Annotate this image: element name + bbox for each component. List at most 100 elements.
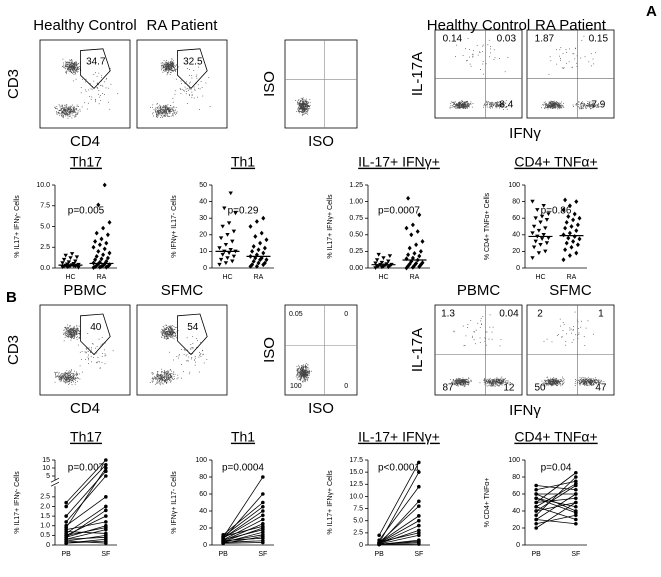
event-dot: [66, 327, 68, 329]
event-dot: [302, 371, 304, 373]
event-dot: [463, 345, 465, 347]
event-dot: [586, 381, 588, 383]
event-dot: [483, 73, 485, 75]
event-dot: [168, 330, 170, 332]
event-dot: [495, 380, 497, 382]
event-dot: [73, 108, 74, 109]
event-dot: [303, 367, 304, 369]
event-dot: [71, 337, 72, 339]
event-dot: [588, 381, 590, 383]
event-dot: [456, 105, 458, 107]
event-dot: [165, 379, 166, 380]
event-dot: [164, 375, 165, 377]
event-dot: [456, 102, 457, 104]
event-dot: [594, 380, 596, 382]
event-dot: [497, 104, 499, 106]
event-dot: [582, 101, 584, 103]
event-dot: [161, 377, 163, 379]
event-dot: [488, 383, 490, 385]
event-dot: [458, 101, 460, 103]
event-dot: [451, 381, 453, 383]
event-dot: [481, 324, 482, 325]
event-dot: [71, 59, 73, 61]
event-dot: [582, 383, 584, 385]
event-dot: [170, 373, 172, 375]
event-dot: [109, 108, 111, 110]
event-dot: [502, 379, 504, 381]
event-dot: [71, 328, 72, 330]
label: 0: [344, 383, 348, 390]
event-dot: [300, 375, 302, 377]
event-dot: [500, 105, 502, 107]
event-dot: [179, 87, 181, 89]
event-dot: [508, 381, 510, 383]
event-dot: [173, 329, 175, 331]
event-dot: [161, 380, 163, 382]
event-dot: [492, 381, 494, 383]
event-dot: [68, 334, 69, 336]
event-dot: [465, 383, 467, 384]
event-dot: [167, 370, 169, 372]
event-dot: [189, 87, 190, 89]
event-dot: [460, 105, 462, 107]
event-dot: [588, 102, 590, 103]
event-dot: [69, 332, 71, 334]
event-dot: [64, 334, 66, 336]
event-dot: [164, 110, 165, 112]
event-dot: [151, 372, 153, 374]
event-dot: [302, 372, 304, 374]
event-dot: [160, 113, 162, 115]
event-dot: [158, 376, 160, 378]
event-dot: [507, 383, 508, 384]
event-dot: [501, 380, 503, 382]
event-dot: [553, 100, 555, 102]
event-dot: [166, 375, 168, 377]
event-dot: [464, 104, 466, 106]
event-dot: [307, 371, 308, 373]
event-dot: [66, 62, 67, 63]
event-dot: [84, 102, 86, 104]
event-dot: [464, 384, 466, 385]
event-dot: [556, 385, 558, 386]
event-dot: [188, 88, 190, 90]
event-dot: [173, 62, 175, 64]
event-dot: [554, 378, 556, 380]
event-dot: [477, 322, 479, 324]
event-dot: [300, 371, 302, 373]
event-dot: [166, 109, 168, 111]
event-dot: [454, 382, 456, 384]
event-dot: [461, 380, 462, 382]
event-dot: [543, 384, 544, 386]
event-dot: [202, 354, 204, 356]
event-dot: [306, 375, 308, 377]
event-dot: [501, 380, 503, 381]
event-dot: [163, 115, 165, 117]
event-dot: [581, 379, 583, 381]
event-dot: [482, 61, 484, 63]
event-dot: [303, 379, 305, 381]
event-dot: [550, 103, 552, 105]
event-dot: [76, 63, 78, 65]
event-dot: [78, 333, 79, 334]
event-dot: [156, 115, 157, 117]
event-dot: [307, 375, 308, 377]
label: PBMC: [63, 282, 107, 299]
event-dot: [306, 376, 308, 377]
event-dot: [153, 115, 154, 117]
event-dot: [547, 105, 549, 107]
event-dot: [154, 376, 156, 378]
event-dot: [169, 327, 171, 329]
event-dot: [170, 377, 172, 378]
event-dot: [303, 366, 305, 368]
event-dot: [300, 104, 302, 106]
event-dot: [167, 338, 169, 339]
event-dot: [58, 109, 60, 111]
event-dot: [477, 54, 479, 56]
event-dot: [307, 371, 309, 373]
event-dot: [464, 105, 466, 106]
event-dot: [461, 105, 462, 107]
event-dot: [68, 67, 70, 68]
event-dot: [170, 64, 172, 66]
event-dot: [189, 81, 191, 83]
event-dot: [457, 107, 459, 108]
